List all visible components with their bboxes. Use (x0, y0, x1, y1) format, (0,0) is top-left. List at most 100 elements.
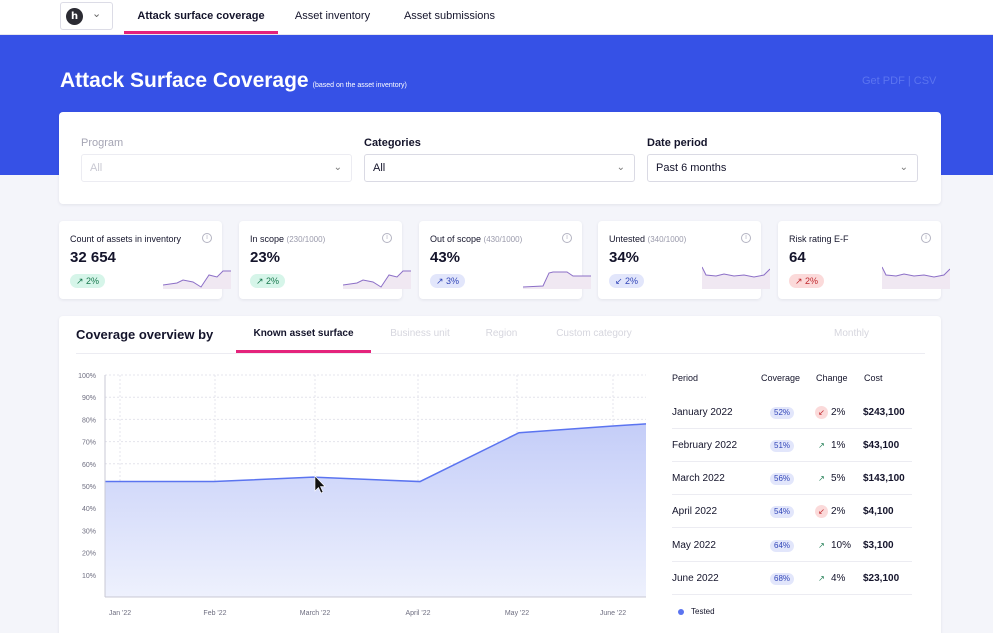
cell-change: 1% (831, 440, 846, 451)
table-row[interactable]: January 2022 52% ↙ 2% $243,100 (672, 396, 912, 429)
cell-cost: $4,100 (863, 506, 894, 517)
filter-card: Program All ⌄ Categories All ⌄ Date peri… (59, 112, 941, 204)
page-subtitle: (based on the asset inventory) (312, 82, 407, 89)
cell-cost: $143,100 (863, 473, 905, 484)
stat-card-out-of-scope[interactable]: Out of scope (430/1000) i 43% ↗ 3% (419, 221, 591, 299)
stat-detail: (230/1000) (286, 235, 326, 244)
stat-label: Count of assets in inventory (70, 234, 181, 244)
trend-badge: ↙ 2% (609, 274, 645, 288)
cell-change: 2% (831, 407, 846, 418)
trend-badge: ↗ 2% (70, 274, 106, 288)
stat-card-in-scope[interactable]: In scope (230/1000) i 23% ↗ 2% (239, 221, 411, 299)
sparkline (702, 266, 770, 289)
arrow-up-right-icon: ↗ (818, 541, 825, 550)
info-icon[interactable]: i (921, 233, 931, 243)
cell-period: May 2022 (672, 540, 716, 551)
org-switcher[interactable]: h ⌄ (60, 2, 113, 30)
page-title-text: Attack Surface Coverage (60, 69, 309, 92)
stat-label-text: In scope (250, 234, 285, 244)
program-select-value: All (90, 162, 103, 174)
date-period-select-value: Past 6 months (656, 162, 727, 174)
arrow-up-right-icon: ↗ (818, 474, 825, 483)
stat-card-asset-count[interactable]: Count of assets in inventory i 32 654 ↗ … (59, 221, 231, 299)
categories-select[interactable]: All ⌄ (364, 154, 635, 182)
arrow-up-right-icon: ↗ (818, 441, 825, 450)
cell-cost: $243,100 (863, 407, 905, 418)
trend-value: 2% (625, 276, 639, 286)
stat-value: 23% (250, 249, 281, 266)
categories-select-value: All (373, 162, 386, 174)
cell-coverage: 68% (770, 573, 795, 585)
chevron-down-icon: ⌄ (333, 162, 342, 173)
trend-badge: ↗ 2% (789, 274, 825, 288)
chevron-down-icon: ⌄ (899, 162, 908, 173)
sparkline (343, 270, 411, 289)
stat-value: 64 (789, 249, 806, 266)
cell-cost: $43,100 (863, 440, 900, 451)
cell-change: 10% (831, 540, 852, 551)
stat-label: Risk rating E-F (789, 234, 849, 244)
tab-business-unit[interactable]: Business unit (390, 328, 450, 339)
table-row[interactable]: March 2022 56% ↗ 5% $143,100 (672, 462, 912, 495)
stat-label-text: Risk rating E-F (789, 234, 849, 244)
col-header-period: Period (672, 373, 699, 383)
info-icon[interactable]: i (382, 233, 392, 243)
coverage-title: Coverage overview by (76, 327, 214, 342)
cell-change: 4% (831, 573, 846, 584)
tab-asset-submissions[interactable]: Asset submissions (403, 10, 496, 22)
col-header-coverage: Coverage (761, 373, 801, 383)
granularity-select[interactable]: Monthly (834, 328, 870, 339)
stat-label-text: Count of assets in inventory (70, 234, 182, 244)
tab-custom-category[interactable]: Custom category (556, 328, 632, 339)
arrow-up-right-icon: ↗ (818, 574, 825, 583)
program-label: Program (81, 137, 124, 149)
trend-value: 2% (266, 276, 280, 286)
chevron-down-icon: ⌄ (92, 8, 102, 20)
arrow-down-left-icon: ↙ (815, 505, 828, 518)
cell-period: April 2022 (672, 506, 718, 517)
trend-value: 2% (86, 276, 100, 286)
cell-cost: $23,100 (863, 573, 900, 584)
tab-known-asset-surface[interactable]: Known asset surface (236, 316, 371, 353)
org-logo-icon: h (66, 8, 83, 25)
sparkline (163, 270, 231, 289)
table-row[interactable]: February 2022 51% ↗ 1% $43,100 (672, 429, 912, 462)
cell-period: March 2022 (672, 473, 725, 484)
stat-card-risk-rating[interactable]: Risk rating E-F i 64 ↗ 2% (778, 221, 950, 299)
stat-detail: (340/1000) (647, 235, 687, 244)
cell-change: 2% (831, 506, 846, 517)
date-period-select[interactable]: Past 6 months ⌄ (647, 154, 918, 182)
stat-label-text: Out of scope (430, 234, 482, 244)
date-period-label: Date period (647, 137, 708, 149)
col-header-change: Change (816, 373, 848, 383)
chevron-down-icon: ⌄ (616, 162, 625, 173)
export-links[interactable]: Get PDF | CSV (862, 75, 937, 87)
cell-change: 5% (831, 473, 846, 484)
table-row[interactable]: June 2022 68% ↗ 4% $23,100 (672, 562, 912, 595)
stat-value: 32 654 (70, 249, 116, 266)
cell-period: February 2022 (672, 440, 738, 451)
info-icon[interactable]: i (741, 233, 751, 243)
info-icon[interactable]: i (562, 233, 572, 243)
cell-coverage: 54% (770, 506, 795, 518)
legend-label-tested: Tested (691, 607, 715, 616)
col-header-cost: Cost (864, 373, 883, 383)
tab-attack-surface-coverage[interactable]: Attack surface coverage (124, 0, 278, 34)
stat-card-untested[interactable]: Untested (340/1000) i 34% ↙ 2% (598, 221, 770, 299)
trend-value: 2% (805, 276, 819, 286)
trend-badge: ↗ 3% (430, 274, 466, 288)
sparkline (523, 271, 591, 289)
info-icon[interactable]: i (202, 233, 212, 243)
cell-coverage: 56% (770, 473, 795, 485)
tab-region[interactable]: Region (485, 328, 518, 339)
program-select[interactable]: All ⌄ (81, 154, 352, 182)
table-row[interactable]: May 2022 64% ↗ 10% $3,100 (672, 529, 912, 562)
arrow-down-left-icon: ↙ (815, 406, 828, 419)
table-row[interactable]: April 2022 54% ↙ 2% $4,100 (672, 495, 912, 528)
stat-value: 43% (430, 249, 461, 266)
stat-detail: (430/1000) (483, 235, 523, 244)
cell-period: January 2022 (672, 407, 733, 418)
tab-asset-inventory[interactable]: Asset inventory (294, 10, 371, 22)
page-title: Attack Surface Coverage (based on the ass… (60, 69, 407, 93)
stat-label: In scope (230/1000) (250, 234, 325, 244)
